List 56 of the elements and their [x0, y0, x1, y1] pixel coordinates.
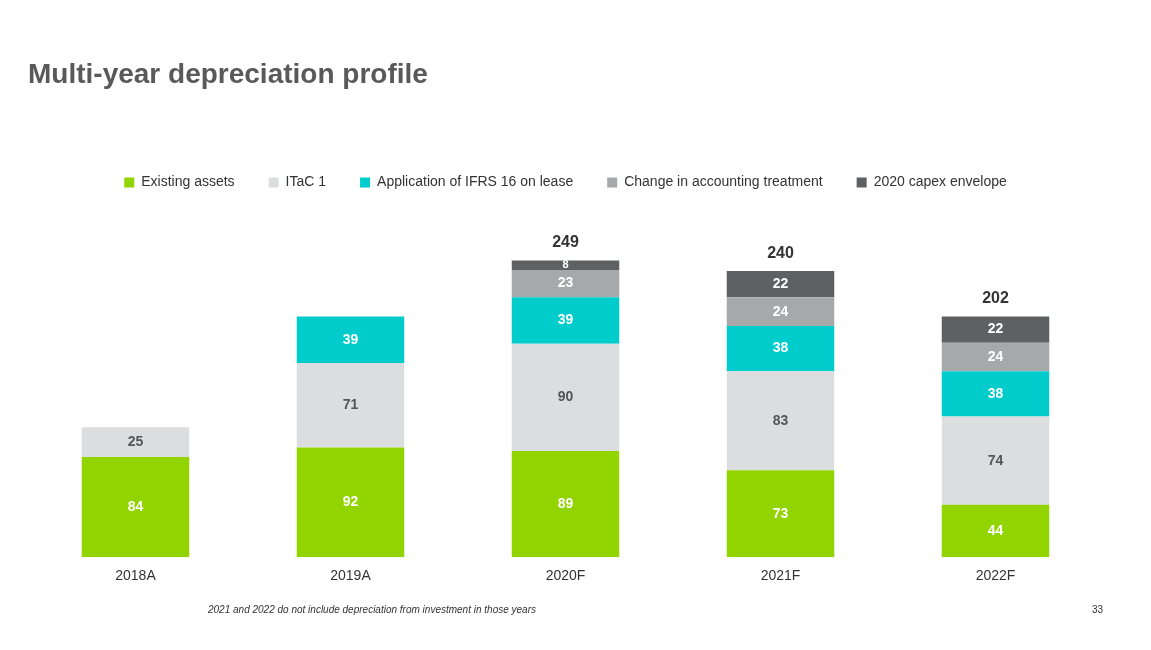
legend-label: ITaC 1 — [285, 173, 327, 190]
bar — [296, 362, 405, 448]
bar — [726, 297, 835, 326]
total-label: 240 — [767, 243, 794, 261]
bar — [726, 470, 835, 558]
data-label: 8 — [562, 258, 569, 271]
data-label: 38 — [987, 384, 1004, 401]
bar — [511, 269, 620, 298]
total-label: 202 — [982, 288, 1009, 306]
data-label: 90 — [557, 388, 574, 405]
data-label: 22 — [772, 275, 789, 292]
x-tick-label: 2022F — [975, 567, 1016, 584]
chart-title: Multi-year depreciation profile — [28, 57, 428, 89]
x-tick-label: 2020F — [545, 567, 586, 584]
bar — [81, 457, 190, 558]
text: 2021 and 2022 do not include depreciation from investment in those years — [208, 604, 536, 615]
bar — [296, 316, 405, 363]
data-label: 39 — [342, 330, 359, 347]
data-label: 83 — [772, 411, 789, 428]
data-label: 89 — [557, 495, 574, 512]
text: 33 — [1091, 604, 1103, 615]
x-tick-label: 2021F — [760, 567, 801, 584]
bar — [296, 447, 405, 558]
data-label: 24 — [772, 302, 789, 319]
legend-label: Application of IFRS 16 on lease — [377, 173, 574, 190]
data-label: 44 — [987, 521, 1004, 538]
bar — [81, 427, 190, 458]
legend-label: 2020 capex envelope — [873, 173, 1007, 190]
bar — [726, 271, 835, 298]
data-label: 73 — [772, 504, 789, 521]
data-label: 84 — [127, 498, 144, 514]
total-label: 249 — [552, 232, 579, 250]
data-label: 71 — [342, 396, 359, 413]
bar — [941, 316, 1050, 343]
legend-label: Existing assets — [141, 173, 235, 190]
bar — [726, 325, 835, 372]
data-label: 39 — [557, 311, 574, 328]
legend-label: Change in accounting treatment — [624, 173, 823, 190]
data-label: 24 — [987, 347, 1004, 364]
data-label: 38 — [772, 339, 789, 356]
bar — [726, 371, 835, 471]
bar — [941, 416, 1050, 505]
bar — [511, 343, 620, 452]
x-tick-label: 2019A — [330, 567, 372, 584]
bar — [941, 371, 1050, 417]
data-label: 22 — [987, 320, 1004, 337]
x-tick-label: 2018A — [115, 567, 157, 584]
bar — [941, 342, 1050, 372]
bar — [511, 297, 620, 344]
bar — [511, 260, 620, 270]
data-label: 23 — [557, 274, 574, 291]
bar — [941, 504, 1050, 558]
data-label: 25 — [127, 433, 144, 450]
bar — [511, 451, 620, 558]
data-label: 74 — [987, 451, 1004, 468]
data-label: 92 — [342, 493, 359, 510]
